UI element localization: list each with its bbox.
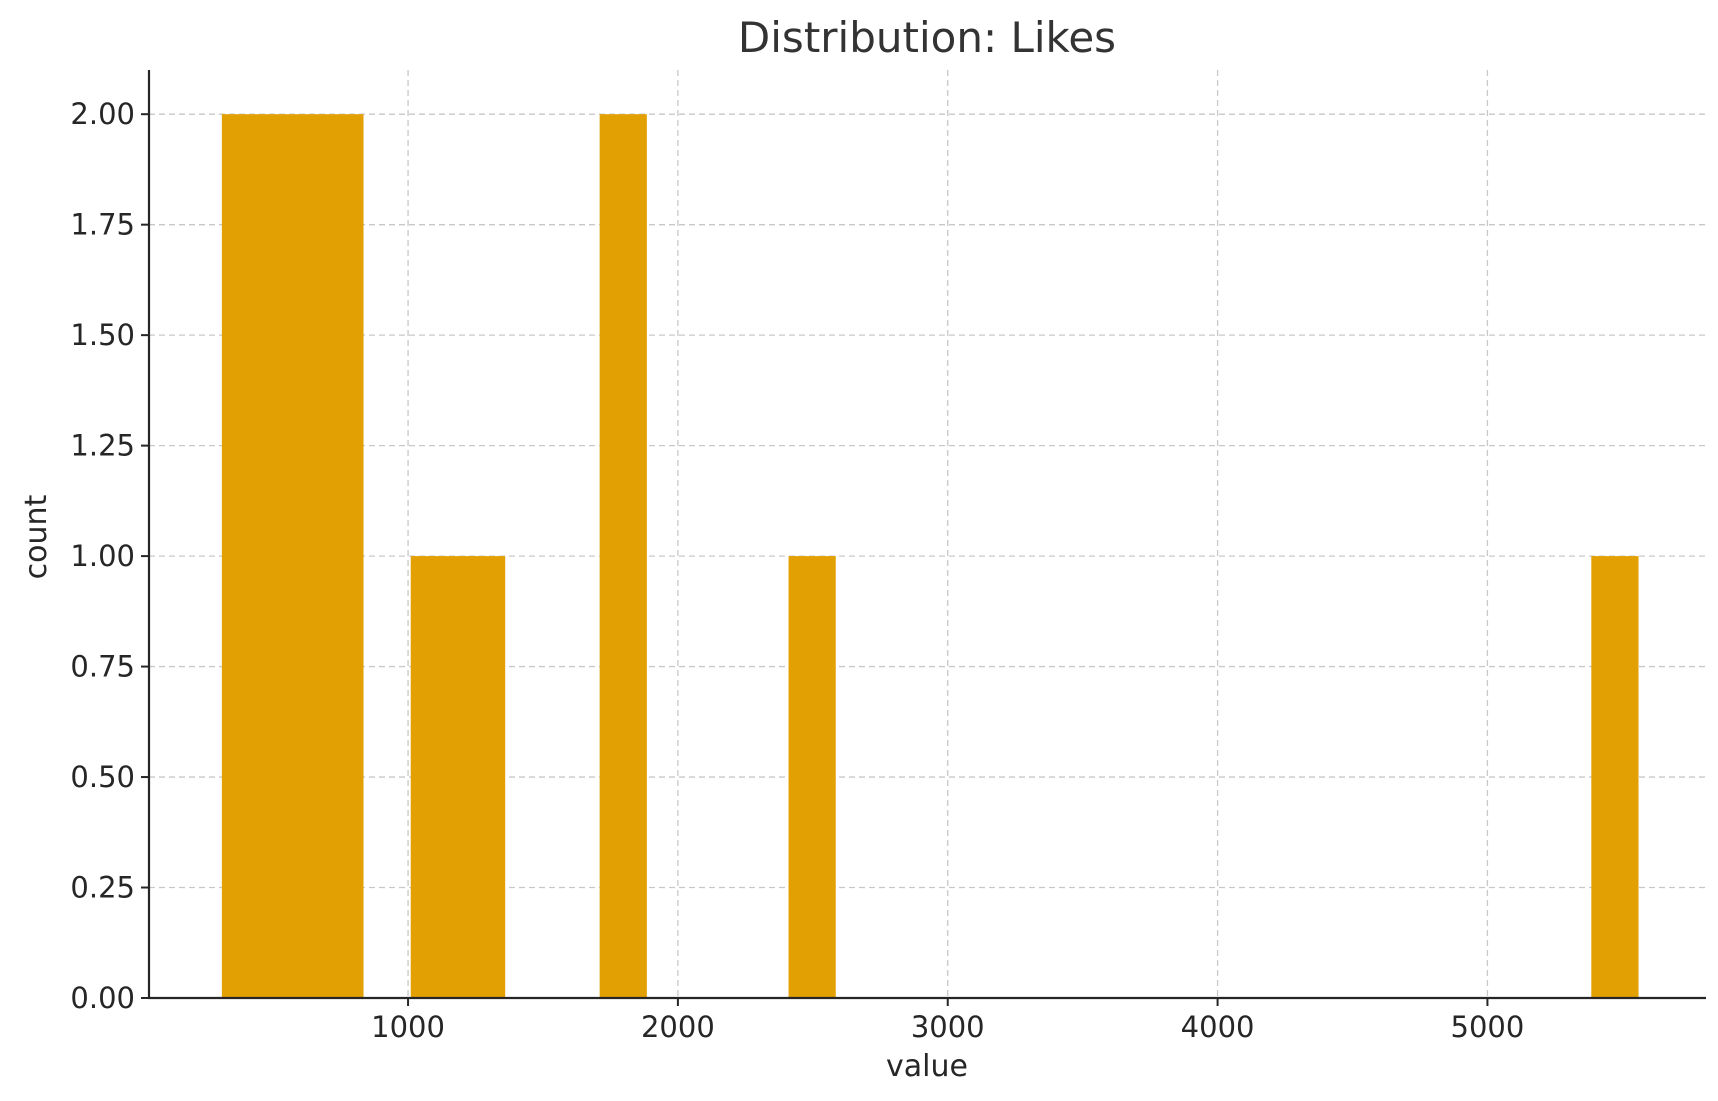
x-tick-label: 5000 (1451, 1010, 1525, 1044)
histogram-bar (1591, 556, 1639, 998)
y-tick-label: 1.00 (70, 539, 135, 573)
grid (149, 70, 1706, 998)
x-tick-label: 3000 (911, 1010, 985, 1044)
y-tick-label: 1.50 (70, 318, 135, 352)
chart-title: Distribution: Likes (738, 13, 1116, 62)
axes: 1000 2000 3000 4000 5000 0.00 0.25 0.50 0.75 1.00… (70, 70, 1706, 1044)
y-tick-label: 1.25 (70, 429, 135, 463)
y-tick-label: 0.75 (70, 650, 135, 684)
x-tick-label: 2000 (641, 1010, 715, 1044)
histogram-bar (221, 114, 364, 998)
histogram-bar (599, 114, 647, 998)
y-axis-label: count (19, 494, 54, 579)
y-tick-label: 1.75 (70, 208, 135, 242)
bars (221, 114, 1639, 998)
y-tick-label: 0.00 (70, 981, 135, 1015)
x-tick-label: 1000 (371, 1010, 445, 1044)
y-tick-label: 0.25 (70, 871, 135, 905)
x-axis-label: value (886, 1049, 968, 1084)
y-tick-label: 2.00 (70, 97, 135, 131)
histogram-bar (788, 556, 836, 998)
x-tick-label: 4000 (1181, 1010, 1255, 1044)
histogram-bar (410, 556, 506, 998)
y-tick-label: 0.50 (70, 760, 135, 794)
